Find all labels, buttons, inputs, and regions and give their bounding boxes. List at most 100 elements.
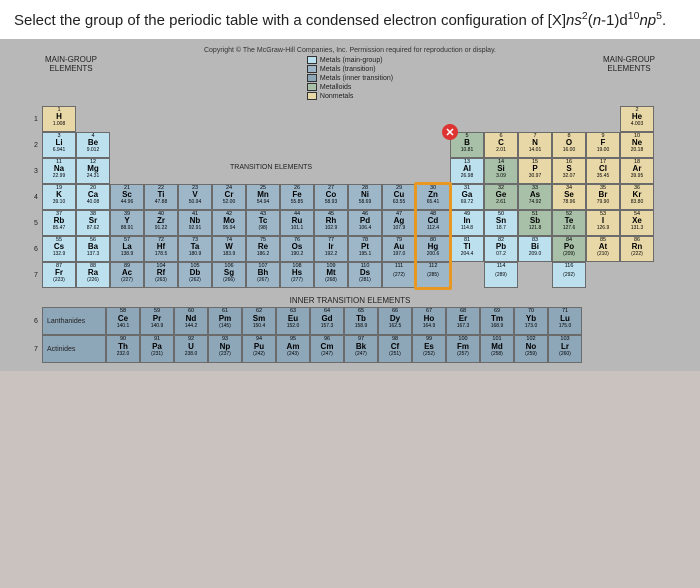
- element-cell-sr[interactable]: 38Sr87.62: [76, 210, 110, 236]
- element-cell-ti[interactable]: 22Ti47.884B (4): [144, 184, 178, 210]
- element-cell-hf[interactable]: 72Hf178.5: [144, 236, 178, 262]
- element-cell-bh[interactable]: 107Bh(267): [246, 262, 280, 288]
- element-cell-pb[interactable]: 82Pb07.2: [484, 236, 518, 262]
- element-cell-ni[interactable]: 28Ni58.69(10): [348, 184, 382, 210]
- element-cell-w[interactable]: 74W183.9: [212, 236, 246, 262]
- element-cell-pa[interactable]: 91Pa(231): [140, 335, 174, 363]
- element-cell-fr[interactable]: 87Fr(223): [42, 262, 76, 288]
- element-cell-lu[interactable]: 71Lu175.0: [548, 307, 582, 335]
- element-cell-pr[interactable]: 59Pr140.9: [140, 307, 174, 335]
- element-cell-md[interactable]: 101Md(258): [480, 335, 514, 363]
- element-cell-s[interactable]: 16S32.07: [552, 158, 586, 184]
- element-cell-br[interactable]: 35Br79.90: [586, 184, 620, 210]
- element-cell-mo[interactable]: 42Mo95.94: [212, 210, 246, 236]
- element-cell-rn[interactable]: 86Rn(222): [620, 236, 654, 262]
- element-cell-gd[interactable]: 64Gd157.3: [310, 307, 344, 335]
- element-cell-db[interactable]: 105Db(262): [178, 262, 212, 288]
- element-cell-bi[interactable]: 83Bi209.0: [518, 236, 552, 262]
- element-cell-yb[interactable]: 70Yb173.0: [514, 307, 548, 335]
- element-cell-mt[interactable]: 109Mt(268): [314, 262, 348, 288]
- element-cell-ir[interactable]: 77Ir192.2: [314, 236, 348, 262]
- element-cell-se[interactable]: 34Se78.96: [552, 184, 586, 210]
- element-cell-sb[interactable]: 51Sb121.8: [518, 210, 552, 236]
- element-cell-au[interactable]: 79Au197.0: [382, 236, 416, 262]
- element-cell-rb[interactable]: 37Rb85.47: [42, 210, 76, 236]
- element-cell-am[interactable]: 95Am(243): [276, 335, 310, 363]
- element-cell-cl[interactable]: 17Cl35.45: [586, 158, 620, 184]
- element-cell-tm[interactable]: 69Tm168.9: [480, 307, 514, 335]
- element-cell-na[interactable]: 11Na22.99: [42, 158, 76, 184]
- element-cell-[interactable]: 116(292): [552, 262, 586, 288]
- element-cell-u[interactable]: 92U238.0: [174, 335, 208, 363]
- element-cell-dy[interactable]: 66Dy162.5: [378, 307, 412, 335]
- element-cell-kr[interactable]: 36Kr83.80: [620, 184, 654, 210]
- element-cell-c[interactable]: 6C2.014A (14): [484, 132, 518, 158]
- element-cell-ar[interactable]: 18Ar39.95: [620, 158, 654, 184]
- element-cell-te[interactable]: 52Te127.6: [552, 210, 586, 236]
- element-cell-mn[interactable]: 25Mn54.947B (7): [246, 184, 280, 210]
- element-cell-zn[interactable]: 30Zn65.412B (12): [416, 184, 450, 210]
- element-cell-tl[interactable]: 81Tl204.4: [450, 236, 484, 262]
- element-cell-v[interactable]: 23V50.945B (5): [178, 184, 212, 210]
- element-cell-tb[interactable]: 65Tb158.9: [344, 307, 378, 335]
- element-cell-os[interactable]: 76Os190.2: [280, 236, 314, 262]
- element-cell-pm[interactable]: 61Pm(145): [208, 307, 242, 335]
- element-cell-la[interactable]: 57La138.9: [110, 236, 144, 262]
- element-cell-mg[interactable]: 12Mg24.31: [76, 158, 110, 184]
- element-cell-ba[interactable]: 56Ba137.3: [76, 236, 110, 262]
- element-cell-zr[interactable]: 40Zr91.22: [144, 210, 178, 236]
- element-cell-re[interactable]: 75Re186.2: [246, 236, 280, 262]
- element-cell-fm[interactable]: 100Fm(257): [446, 335, 480, 363]
- element-cell-th[interactable]: 90Th232.0: [106, 335, 140, 363]
- element-cell-[interactable]: 112(285): [416, 262, 450, 288]
- element-cell-pt[interactable]: 78Pt195.1: [348, 236, 382, 262]
- element-cell-p[interactable]: 15P30.97: [518, 158, 552, 184]
- element-cell-ta[interactable]: 73Ta180.9: [178, 236, 212, 262]
- element-cell-hs[interactable]: 108Hs(277): [280, 262, 314, 288]
- element-cell-po[interactable]: 84Po(209): [552, 236, 586, 262]
- element-cell-ac[interactable]: 89Ac(227): [110, 262, 144, 288]
- element-cell-[interactable]: 114(289): [484, 262, 518, 288]
- element-cell-cd[interactable]: 48Cd112.4: [416, 210, 450, 236]
- element-cell-cf[interactable]: 98Cf(251): [378, 335, 412, 363]
- element-cell-xe[interactable]: 54Xe131.3: [620, 210, 654, 236]
- close-icon[interactable]: ✕: [442, 124, 458, 140]
- element-cell-ra[interactable]: 88Ra(226): [76, 262, 110, 288]
- element-cell-pu[interactable]: 94Pu(242): [242, 335, 276, 363]
- element-cell-ga[interactable]: 31Ga69.72: [450, 184, 484, 210]
- element-cell-bk[interactable]: 97Bk(247): [344, 335, 378, 363]
- element-cell-er[interactable]: 68Er167.3: [446, 307, 480, 335]
- element-cell-ne[interactable]: 10Ne20.18: [620, 132, 654, 158]
- element-cell-sm[interactable]: 62Sm150.4: [242, 307, 276, 335]
- element-cell-no[interactable]: 102No(259): [514, 335, 548, 363]
- element-cell-as[interactable]: 33As74.92: [518, 184, 552, 210]
- element-cell-es[interactable]: 99Es(252): [412, 335, 446, 363]
- element-cell-he[interactable]: 2He4.0038A (18): [620, 106, 654, 132]
- element-cell-ru[interactable]: 44Ru101.1: [280, 210, 314, 236]
- element-cell-ce[interactable]: 58Ce140.1: [106, 307, 140, 335]
- element-cell-at[interactable]: 85At(210): [586, 236, 620, 262]
- element-cell-ag[interactable]: 47Ag107.9: [382, 210, 416, 236]
- element-cell-cs[interactable]: 55Cs132.9: [42, 236, 76, 262]
- element-cell-be[interactable]: 4Be9.0122A (2): [76, 132, 110, 158]
- element-cell-sn[interactable]: 50Sn18.7: [484, 210, 518, 236]
- element-cell-np[interactable]: 93Np(237): [208, 335, 242, 363]
- element-cell-lr[interactable]: 103Lr(260): [548, 335, 582, 363]
- element-cell-co[interactable]: 27Co58.938B (9): [314, 184, 348, 210]
- element-cell-k[interactable]: 19K39.10: [42, 184, 76, 210]
- element-cell-eu[interactable]: 63Eu152.0: [276, 307, 310, 335]
- element-cell-rf[interactable]: 104Rf(263): [144, 262, 178, 288]
- element-cell-sc[interactable]: 21Sc44.963B (3): [110, 184, 144, 210]
- element-cell-al[interactable]: 13Al26.98: [450, 158, 484, 184]
- element-cell-sg[interactable]: 106Sg(266): [212, 262, 246, 288]
- element-cell-pd[interactable]: 46Pd106.4: [348, 210, 382, 236]
- element-cell-h[interactable]: 1H1.0081A (1): [42, 106, 76, 132]
- element-cell-o[interactable]: 8O16.006A (16): [552, 132, 586, 158]
- element-cell-ca[interactable]: 20Ca40.08: [76, 184, 110, 210]
- element-cell-in[interactable]: 49In114.8: [450, 210, 484, 236]
- element-cell-cm[interactable]: 96Cm(247): [310, 335, 344, 363]
- element-cell-i[interactable]: 53I126.9: [586, 210, 620, 236]
- element-cell-nd[interactable]: 60Nd144.2: [174, 307, 208, 335]
- element-cell-ho[interactable]: 67Ho164.9: [412, 307, 446, 335]
- element-cell-ge[interactable]: 32Ge2.61: [484, 184, 518, 210]
